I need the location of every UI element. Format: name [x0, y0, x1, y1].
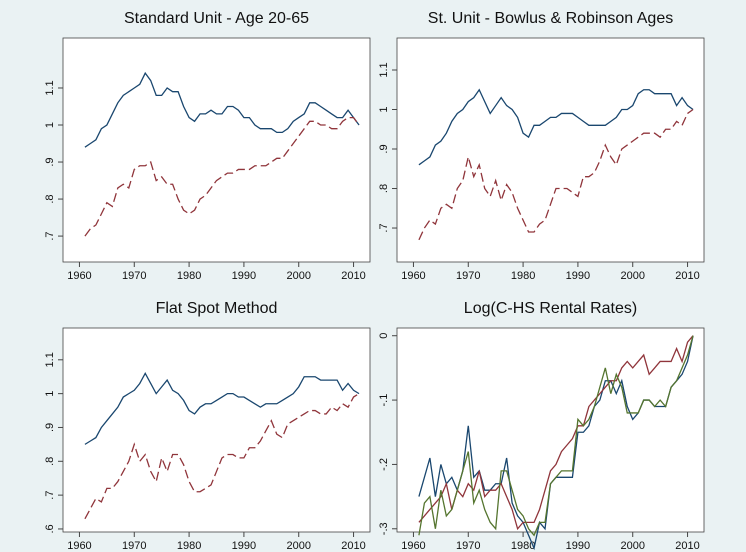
y-tick-label: 1.1: [378, 62, 390, 77]
series-line: [418, 335, 694, 531]
y-tick-label: 1.1: [44, 80, 56, 95]
y-tick-label: .6: [44, 524, 56, 533]
y-tick-label: .7: [44, 491, 56, 500]
x-tick-label: 1970: [456, 270, 480, 282]
x-tick-label: 2000: [620, 270, 644, 282]
series-line: [418, 335, 694, 537]
x-tick-label: 1970: [122, 270, 146, 282]
y-tick-label: 1.1: [44, 352, 56, 367]
x-tick-label: 1990: [232, 540, 256, 552]
y-tick-label: .7: [378, 223, 390, 232]
y-tick-label: .8: [44, 194, 56, 203]
y-tick-label: 0: [378, 333, 390, 339]
x-tick-label: 2010: [341, 270, 365, 282]
x-tick-label: 2010: [675, 540, 699, 552]
chart-title: Flat Spot Method: [156, 300, 278, 317]
x-tick-label: 2000: [286, 540, 310, 552]
x-tick-label: 1960: [401, 540, 425, 552]
x-tick-label: 2000: [286, 270, 310, 282]
series-line: [418, 108, 694, 241]
chart-title: Standard Unit - Age 20-65: [124, 10, 309, 27]
x-tick-label: 1980: [511, 540, 535, 552]
y-tick-label: 1: [44, 391, 56, 397]
x-tick-label: 2000: [620, 540, 644, 552]
plot-area: [396, 37, 705, 263]
x-tick-label: 2010: [341, 540, 365, 552]
plot-area: [62, 37, 371, 263]
y-tick-label: .8: [44, 457, 56, 466]
x-tick-label: 1960: [67, 540, 91, 552]
x-tick-label: 1970: [456, 540, 480, 552]
series-line: [418, 88, 694, 166]
plot-area: [396, 327, 705, 533]
x-tick-label: 1980: [177, 270, 201, 282]
plot-area: [62, 327, 371, 533]
series-line: [84, 71, 360, 148]
y-tick-label: -.2: [378, 458, 390, 471]
y-tick-label: -.1: [378, 394, 390, 407]
y-tick-label: .7: [44, 231, 56, 240]
y-tick-label: 1: [378, 106, 390, 112]
x-tick-label: 1980: [177, 540, 201, 552]
y-tick-label: .9: [378, 144, 390, 153]
x-tick-label: 1960: [401, 270, 425, 282]
x-tick-label: 1990: [232, 270, 256, 282]
y-tick-label: -.3: [378, 522, 390, 535]
series-line: [84, 116, 360, 237]
y-tick-label: 1: [44, 122, 56, 128]
x-tick-label: 1990: [566, 540, 590, 552]
chart-title: Log(C-HS Rental Rates): [464, 300, 637, 317]
x-tick-label: 1970: [122, 540, 146, 552]
series-line: [84, 371, 360, 445]
chart-title: St. Unit - Bowlus & Robinson Ages: [428, 10, 673, 27]
x-tick-label: 1980: [511, 270, 535, 282]
y-tick-label: .9: [44, 157, 56, 166]
x-tick-label: 2010: [675, 270, 699, 282]
y-tick-label: .8: [378, 184, 390, 193]
x-tick-label: 1960: [67, 270, 91, 282]
x-tick-label: 1990: [566, 270, 590, 282]
y-tick-label: .9: [44, 423, 56, 432]
series-line: [84, 393, 360, 520]
